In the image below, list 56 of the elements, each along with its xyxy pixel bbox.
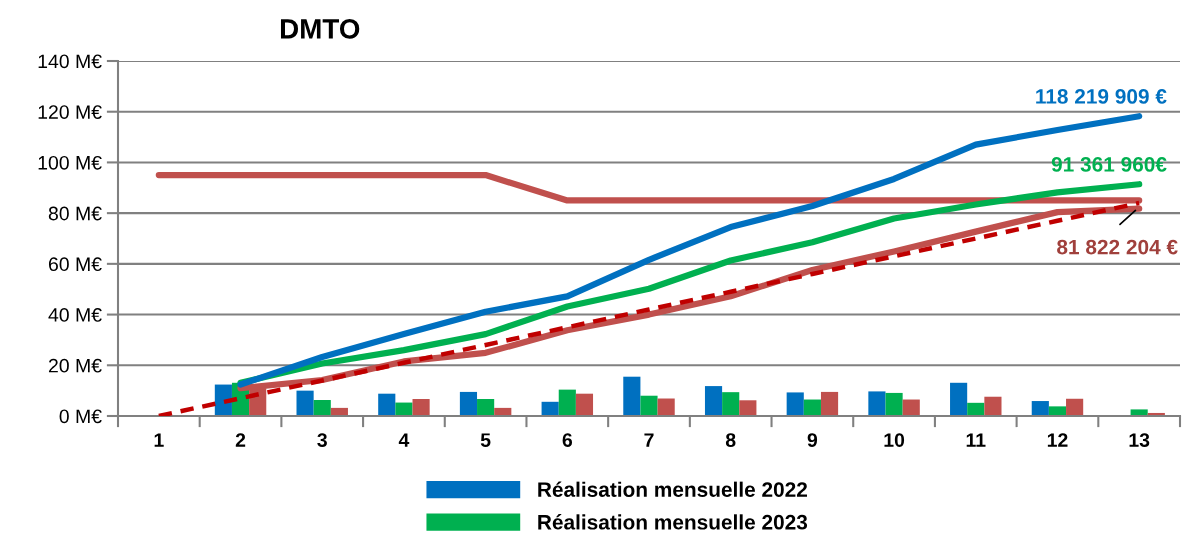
annotation: 81 822 204 € (1057, 239, 1178, 255)
bar (1066, 398, 1084, 416)
legend-label: Réalisation mensuelle 2022 (538, 481, 808, 497)
bar (558, 389, 576, 416)
y-tick-label: 80 M€ (48, 206, 102, 221)
legend-label: Réalisation mensuelle 2023 (538, 514, 808, 530)
x-tick-label: 12 (1047, 433, 1068, 447)
y-tick-label: 60 M€ (48, 257, 102, 272)
x-tick-label: 13 (1129, 433, 1150, 447)
x-tick-label: 4 (398, 433, 410, 447)
y-tick-label: 120 M€ (38, 105, 102, 119)
y-tick-label: 100 M€ (38, 155, 102, 170)
x-tick-label: 2 (235, 433, 246, 447)
x-tick-label: 7 (644, 433, 654, 447)
x-tick-label: 3 (317, 433, 327, 447)
bar (657, 398, 675, 416)
bar (820, 391, 839, 416)
bar (378, 393, 396, 416)
bar (786, 392, 804, 416)
bar (902, 399, 920, 416)
bar (885, 392, 903, 416)
bar (459, 391, 478, 416)
annotation: 91 361 960€ (1051, 157, 1167, 172)
y-tick-label: 0 M€ (59, 409, 102, 424)
bar (950, 382, 968, 416)
x-tick-label: 1 (154, 433, 164, 447)
x-tick-label: 10 (884, 433, 905, 447)
bar (412, 399, 430, 416)
x-tick-label: 8 (725, 433, 736, 447)
y-tick-label: 140 M€ (38, 54, 102, 69)
bar (868, 391, 886, 416)
x-tick-label: 11 (966, 433, 986, 447)
x-tick-label: 6 (562, 433, 573, 447)
bar (739, 400, 757, 416)
bar (803, 399, 821, 416)
y-tick-label: 40 M€ (48, 308, 102, 322)
bar (704, 386, 723, 416)
x-tick-label: 9 (807, 433, 818, 447)
bar (984, 396, 1002, 416)
chart-title: DMTO (281, 19, 360, 39)
bar (640, 395, 658, 416)
bar (296, 390, 314, 416)
bar (967, 402, 985, 416)
bar (722, 392, 740, 416)
y-tick-label: 20 M€ (48, 358, 102, 373)
bar (395, 402, 413, 416)
bar (1130, 409, 1148, 416)
bar (541, 401, 559, 416)
bar (313, 400, 331, 416)
bar (1031, 401, 1049, 416)
annotation: 118 219 909 € (1036, 89, 1167, 104)
bar (477, 399, 495, 416)
x-tick-label: 5 (480, 433, 491, 447)
bar (575, 393, 594, 416)
bar (623, 376, 641, 416)
bar (1048, 406, 1067, 416)
